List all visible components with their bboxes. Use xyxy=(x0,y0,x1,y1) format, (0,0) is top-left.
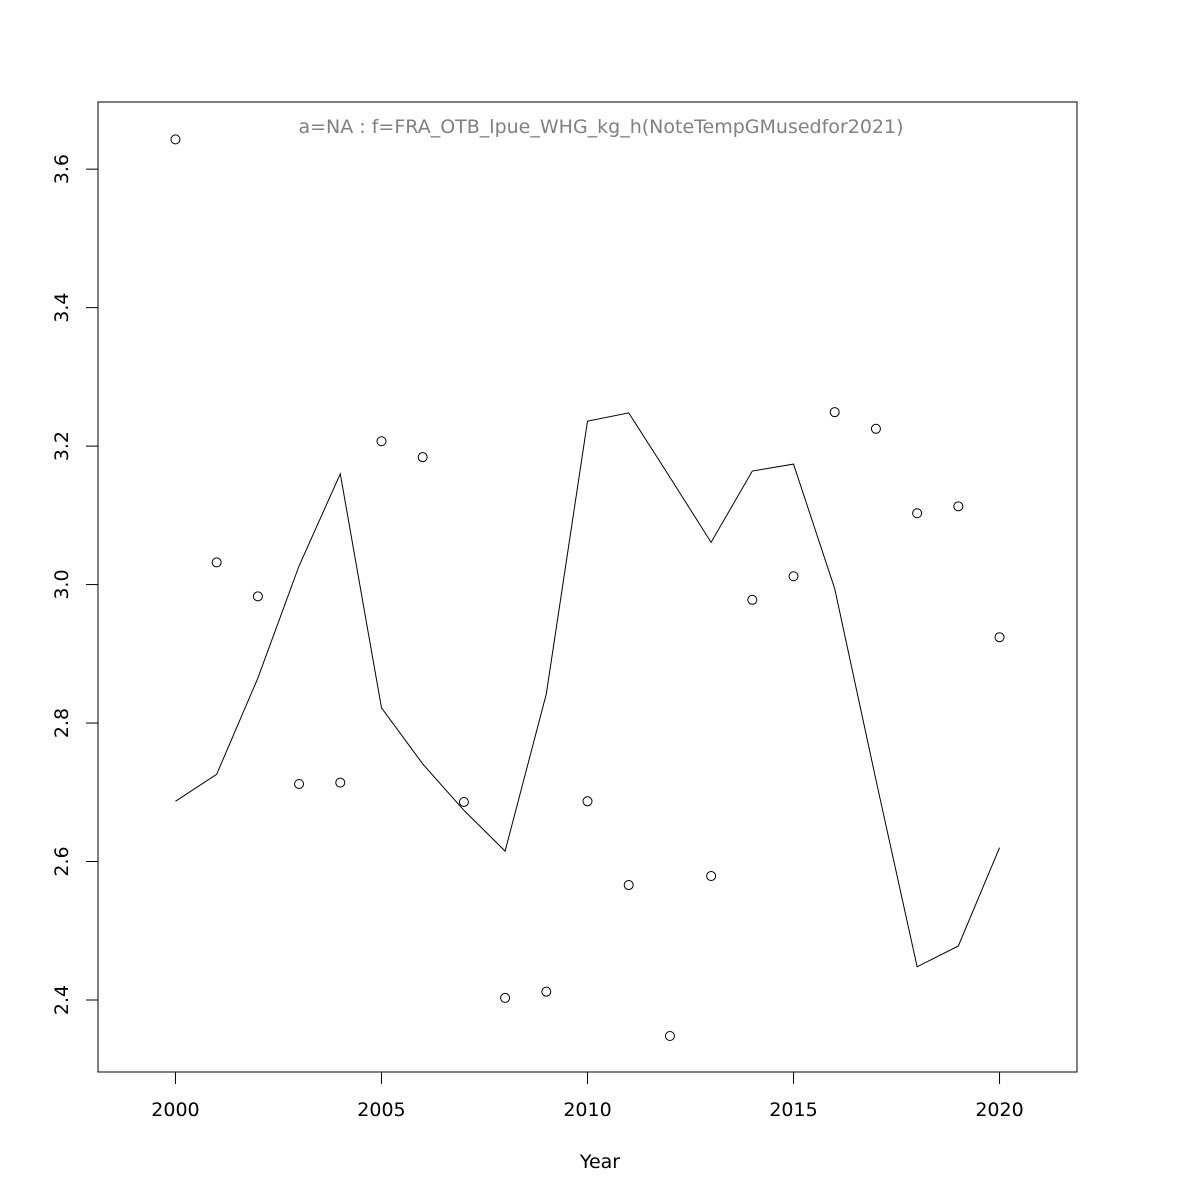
data-point xyxy=(994,632,1005,643)
y-tick-label: 2.4 xyxy=(51,985,73,1015)
data-point xyxy=(829,407,840,418)
x-tick-label: 2000 xyxy=(151,1099,199,1121)
data-point xyxy=(335,777,346,788)
data-point xyxy=(788,571,799,582)
x-tick-label: 2010 xyxy=(563,1099,611,1121)
chart-title: a=NA : f=FRA_OTB_lpue_WHG_kg_h(NoteTempG… xyxy=(298,116,903,138)
x-tick-label: 2015 xyxy=(769,1099,817,1121)
data-point xyxy=(582,796,593,807)
data-point xyxy=(623,880,634,891)
data-point xyxy=(458,796,469,807)
data-point xyxy=(541,986,552,997)
data-point xyxy=(252,591,263,602)
data-point xyxy=(953,501,964,512)
y-tick-label: 2.8 xyxy=(51,708,73,738)
x-axis-label: Year xyxy=(579,1151,620,1173)
data-point xyxy=(747,594,758,605)
y-tick-label: 3.0 xyxy=(51,569,73,599)
y-tick-label: 3.4 xyxy=(51,293,73,323)
data-point xyxy=(294,778,305,789)
data-line xyxy=(175,412,1000,968)
data-point xyxy=(870,423,881,434)
data-point xyxy=(912,508,923,519)
x-tick-label: 2020 xyxy=(975,1099,1023,1121)
data-point xyxy=(376,436,387,447)
data-point xyxy=(170,134,181,145)
x-tick-label: 2005 xyxy=(357,1099,405,1121)
data-point xyxy=(706,871,717,882)
data-point xyxy=(211,557,222,568)
data-point xyxy=(500,992,511,1003)
plot-box xyxy=(97,101,1078,1073)
y-tick-label: 3.2 xyxy=(51,431,73,461)
y-tick-label: 3.6 xyxy=(51,154,73,184)
data-point xyxy=(664,1030,675,1041)
data-point xyxy=(417,452,428,463)
y-tick-label: 2.6 xyxy=(51,846,73,876)
